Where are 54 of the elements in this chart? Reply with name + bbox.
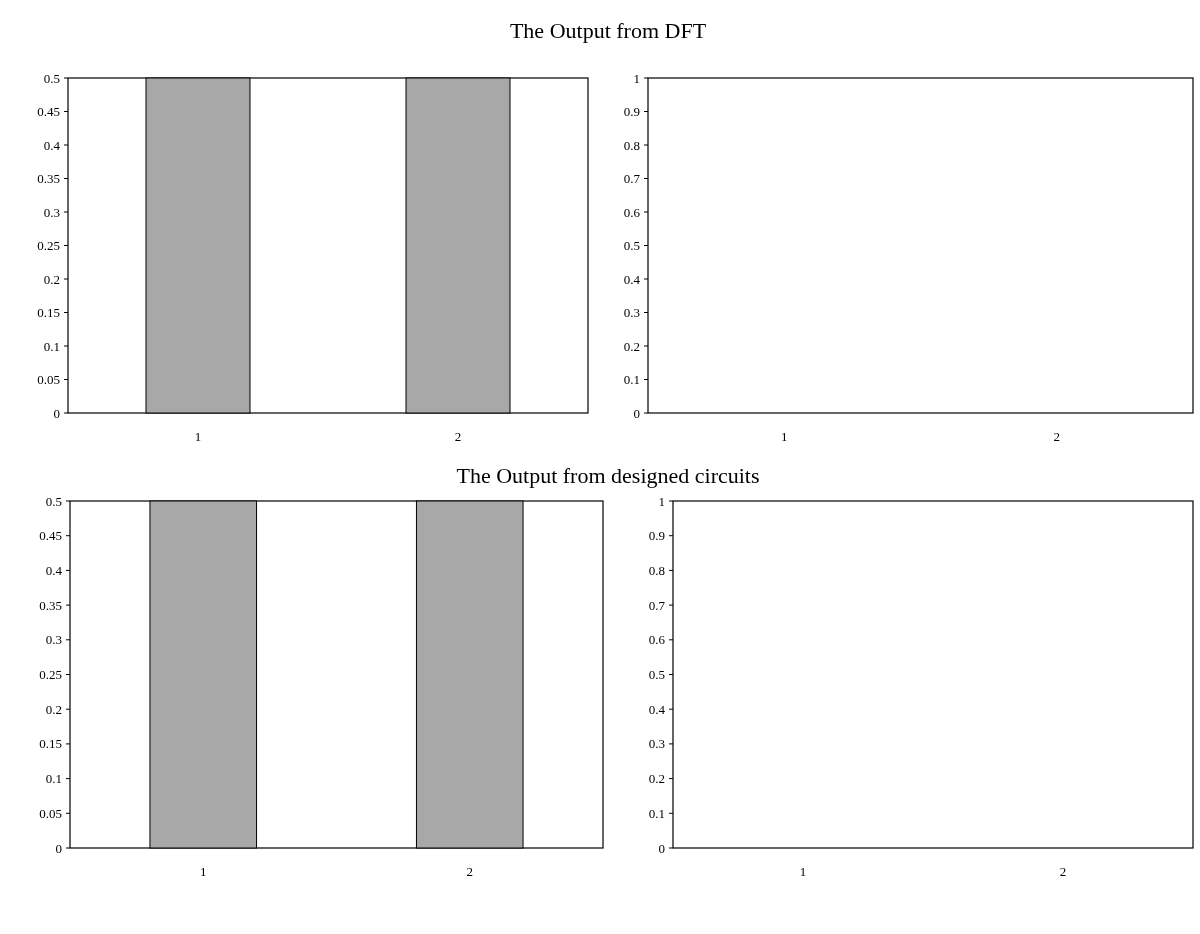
chart-title: The Output from designed circuits xyxy=(456,463,760,488)
x-tick-label: 1 xyxy=(781,429,788,444)
y-tick-label: 0.25 xyxy=(37,238,60,254)
y-tick-label: 0.4 xyxy=(45,562,63,578)
x-tick-label: 2 xyxy=(454,429,462,444)
y-tick-label: 0.1 xyxy=(623,372,640,388)
y-tick-label: 0.1 xyxy=(43,338,60,354)
x-tick-label: 1 xyxy=(194,429,202,444)
y-tick-label: 0.2 xyxy=(43,271,60,287)
y-tick-label: 0 xyxy=(658,840,665,856)
y-tick-label: 0.9 xyxy=(648,528,665,544)
chart-title: The Output from DFT xyxy=(509,18,707,43)
y-tick-label: 0.6 xyxy=(623,204,641,220)
y-tick-label: 0.5 xyxy=(623,238,640,254)
y-tick-label: 0.3 xyxy=(623,305,640,321)
y-tick-label: 0.5 xyxy=(648,667,665,683)
y-tick-label: 0.2 xyxy=(648,771,665,787)
y-tick-label: 0 xyxy=(53,405,60,421)
y-tick-label: 0.25 xyxy=(39,667,62,683)
y-tick-label: 0.45 xyxy=(37,104,60,120)
y-tick-label: 0.35 xyxy=(39,597,62,613)
y-tick-label: 0.8 xyxy=(648,562,665,578)
y-tick-label: 0.6 xyxy=(648,632,666,648)
y-tick-label: 0.35 xyxy=(37,171,60,187)
y-tick-label: 0.15 xyxy=(39,736,62,752)
y-tick-label: 0 xyxy=(55,840,62,856)
y-tick-label: 0.7 xyxy=(648,597,666,613)
y-tick-label: 1 xyxy=(633,70,640,86)
y-tick-label: 0.05 xyxy=(37,372,60,388)
y-tick-label: 0.8 xyxy=(623,137,640,153)
y-tick-label: 0.2 xyxy=(623,338,640,354)
y-tick-label: 0.3 xyxy=(43,204,60,220)
y-tick-label: 0.3 xyxy=(648,736,665,752)
y-tick-label: 0.5 xyxy=(45,493,62,509)
y-tick-label: 0.7 xyxy=(623,171,641,187)
y-tick-label: 1 xyxy=(658,493,665,509)
y-tick-label: 0.1 xyxy=(648,805,665,821)
y-tick-label: 0.05 xyxy=(39,805,62,821)
x-tick-label: 2 xyxy=(1053,429,1060,444)
y-tick-label: 0.45 xyxy=(39,528,62,544)
y-tick-label: 0.4 xyxy=(43,137,61,153)
x-tick-label: 1 xyxy=(799,864,807,879)
y-tick-label: 0.2 xyxy=(45,701,62,717)
y-tick-label: 0.5 xyxy=(43,70,60,86)
y-tick-label: 0 xyxy=(633,405,640,421)
y-tick-label: 0.3 xyxy=(45,632,62,648)
x-tick-label: 1 xyxy=(200,864,207,879)
y-tick-label: 0.15 xyxy=(37,305,60,321)
y-tick-label: 0.1 xyxy=(45,771,62,787)
y-tick-label: 0.4 xyxy=(623,271,641,287)
x-tick-label: 2 xyxy=(1059,864,1067,879)
x-tick-label: 2 xyxy=(466,864,473,879)
y-tick-label: 0.4 xyxy=(648,701,666,717)
y-tick-label: 0.9 xyxy=(623,104,640,120)
